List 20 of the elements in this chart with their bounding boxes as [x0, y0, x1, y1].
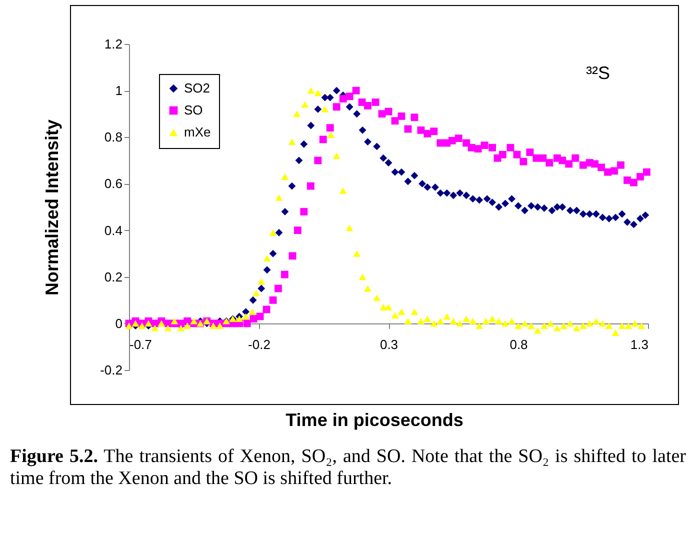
y-tick-label: 0: [115, 316, 122, 331]
y-axis-title: Normalized Intensity: [42, 119, 62, 296]
y-tick-label: 1: [115, 83, 122, 98]
y-tick-label: 0.8: [104, 130, 122, 145]
x-tick-label: -0.7: [130, 336, 152, 352]
annotation: ³²S: [586, 63, 610, 83]
x-tick-label: 0.8: [510, 336, 528, 352]
caption: Figure 5.2.: [10, 446, 98, 467]
y-tick-label: 0.2: [104, 269, 122, 284]
legend-label: SO: [184, 102, 203, 118]
legend-label: mXe: [184, 124, 211, 140]
x-tick-label: -0.2: [248, 336, 270, 352]
y-tick-label: 0.6: [104, 176, 122, 192]
x-tick-label: 0.3: [380, 336, 398, 352]
y-tick-label: 1.2: [104, 36, 122, 52]
x-tick-label: 1.3: [630, 336, 648, 352]
x-axis-title: Time in picoseconds: [284, 410, 464, 431]
y-tick-label: -0.2: [100, 362, 122, 378]
y-tick-label: 0.4: [104, 222, 122, 238]
legend-label: SO2: [184, 80, 210, 96]
